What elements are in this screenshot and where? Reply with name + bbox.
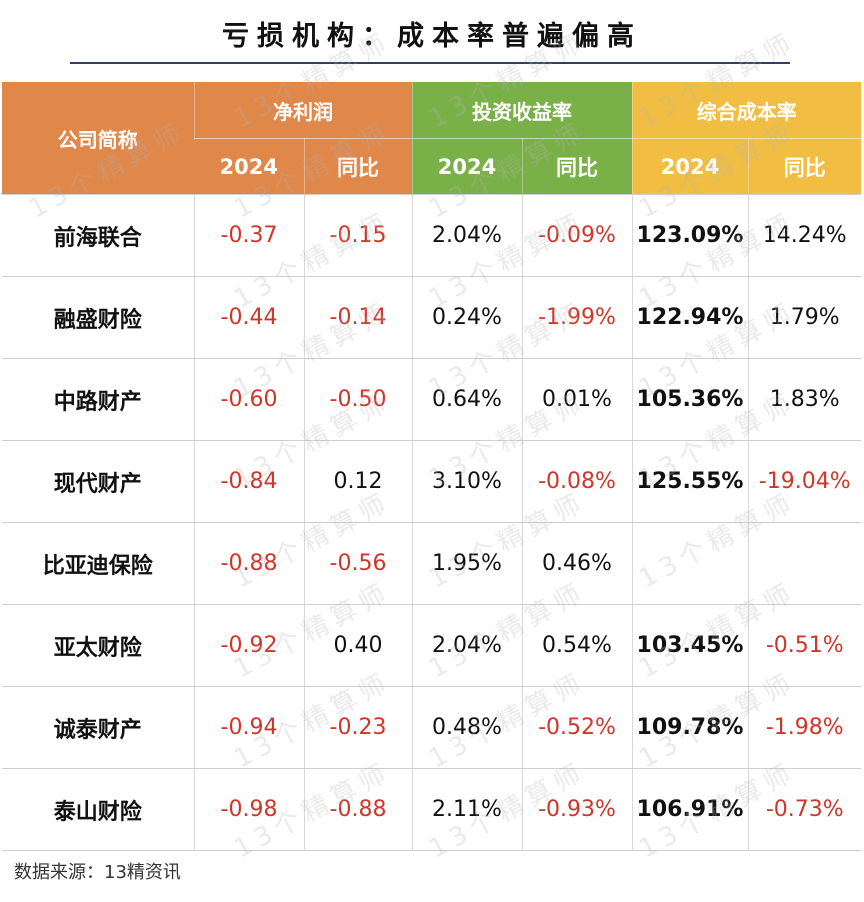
table-cell: 0.12 (303, 440, 412, 523)
table-cell: -0.92 (193, 604, 304, 687)
data-source-note: 数据来源：13精资讯 (14, 862, 181, 883)
header-group-net-profit: 净利润 (193, 82, 412, 139)
table-cell: -0.44 (193, 276, 304, 359)
table-cell: -0.88 (303, 768, 412, 851)
table-cell: 103.45% (631, 604, 748, 687)
table-cell: 0.48% (411, 686, 522, 769)
table-cell: -0.14 (303, 276, 412, 359)
header-sub-yoy: 同比 (747, 138, 861, 195)
table-cell: -0.09% (521, 194, 632, 277)
table-cell: 0.54% (521, 604, 632, 687)
table-cell: -0.37 (193, 194, 304, 277)
table-cell: 2.04% (411, 604, 522, 687)
table-cell: -0.60 (193, 358, 304, 441)
table-row: 诚泰财产 -0.94 -0.23 0.48% -0.52% 109.78% -1.98% (2, 686, 861, 769)
table-cell: -0.56 (303, 522, 412, 605)
table-cell: -0.23 (303, 686, 412, 769)
table-cell: 0.24% (411, 276, 522, 359)
header-sub-year: 2024 (194, 138, 304, 195)
company-name: 泰山财险 (2, 768, 194, 851)
header-company: 公司简称 (2, 82, 194, 195)
company-name: 比亚迪保险 (2, 522, 194, 605)
table-cell: 106.91% (631, 768, 748, 851)
company-name: 融盛财险 (2, 276, 194, 359)
table-row: 融盛财险 -0.44 -0.14 0.24% -1.99% 122.94% 1.79% (2, 276, 861, 359)
header-group-combined-ratio: 综合成本率 (631, 82, 861, 139)
table-row: 现代财产 -0.84 0.12 3.10% -0.08% 125.55% -19.04% (2, 440, 861, 523)
table-cell: -0.94 (193, 686, 304, 769)
header-group-investment-yield: 投资收益率 (411, 82, 632, 139)
table-cell: 2.11% (411, 768, 522, 851)
header-sub-year: 2024 (411, 138, 522, 195)
table-cell: -0.08% (521, 440, 632, 523)
table-cell: 2.04% (411, 194, 522, 277)
page-title: 亏损机构：成本率普遍偏高 (222, 21, 642, 52)
table-cell: 109.78% (631, 686, 748, 769)
header-sub-yoy: 同比 (303, 138, 412, 195)
table-cell: -19.04% (747, 440, 861, 523)
table-row: 前海联合 -0.37 -0.15 2.04% -0.09% 123.09% 14.24% (2, 194, 861, 277)
table-cell: 0.64% (411, 358, 522, 441)
table-cell: 3.10% (411, 440, 522, 523)
table-row: 亚太财险 -0.92 0.40 2.04% 0.54% 103.45% -0.51% (2, 604, 861, 687)
table-cell: 1.83% (747, 358, 861, 441)
table-row: 中路财产 -0.60 -0.50 0.64% 0.01% 105.36% 1.83% (2, 358, 861, 441)
table-cell: -0.50 (303, 358, 412, 441)
table-cell: 14.24% (747, 194, 861, 277)
title-underline (70, 62, 790, 64)
table-cell: 0.40 (303, 604, 412, 687)
table-cell: -1.99% (521, 276, 632, 359)
table-cell (631, 522, 748, 605)
table-cell: 0.01% (521, 358, 632, 441)
table-row: 比亚迪保险 -0.88 -0.56 1.95% 0.46% (2, 522, 861, 605)
table-cell: 123.09% (631, 194, 748, 277)
table-cell: -0.84 (193, 440, 304, 523)
company-name: 诚泰财产 (2, 686, 194, 769)
table-cell: -0.52% (521, 686, 632, 769)
loss-institutions-table: 公司简称 净利润 投资收益率 综合成本率 2024 同比 2024 同比 202… (2, 82, 861, 851)
table-cell: -0.73% (747, 768, 861, 851)
table-cell: -0.93% (521, 768, 632, 851)
company-name: 前海联合 (2, 194, 194, 277)
table-cell: 122.94% (631, 276, 748, 359)
company-name: 亚太财险 (2, 604, 194, 687)
table-cell: -0.98 (193, 768, 304, 851)
table-row: 泰山财险 -0.98 -0.88 2.11% -0.93% 106.91% -0.73% (2, 768, 861, 851)
table-cell: 105.36% (631, 358, 748, 441)
company-name: 中路财产 (2, 358, 194, 441)
table-cell: 1.79% (747, 276, 861, 359)
table-cell: -0.51% (747, 604, 861, 687)
table-cell: 125.55% (631, 440, 748, 523)
table-cell: -1.98% (747, 686, 861, 769)
table-cell: 1.95% (411, 522, 522, 605)
table-cell: -0.15 (303, 194, 412, 277)
table-cell (747, 522, 861, 605)
company-name: 现代财产 (2, 440, 194, 523)
header-sub-year: 2024 (631, 138, 748, 195)
header-sub-yoy: 同比 (521, 138, 632, 195)
table-cell: -0.88 (193, 522, 304, 605)
table-cell: 0.46% (521, 522, 632, 605)
